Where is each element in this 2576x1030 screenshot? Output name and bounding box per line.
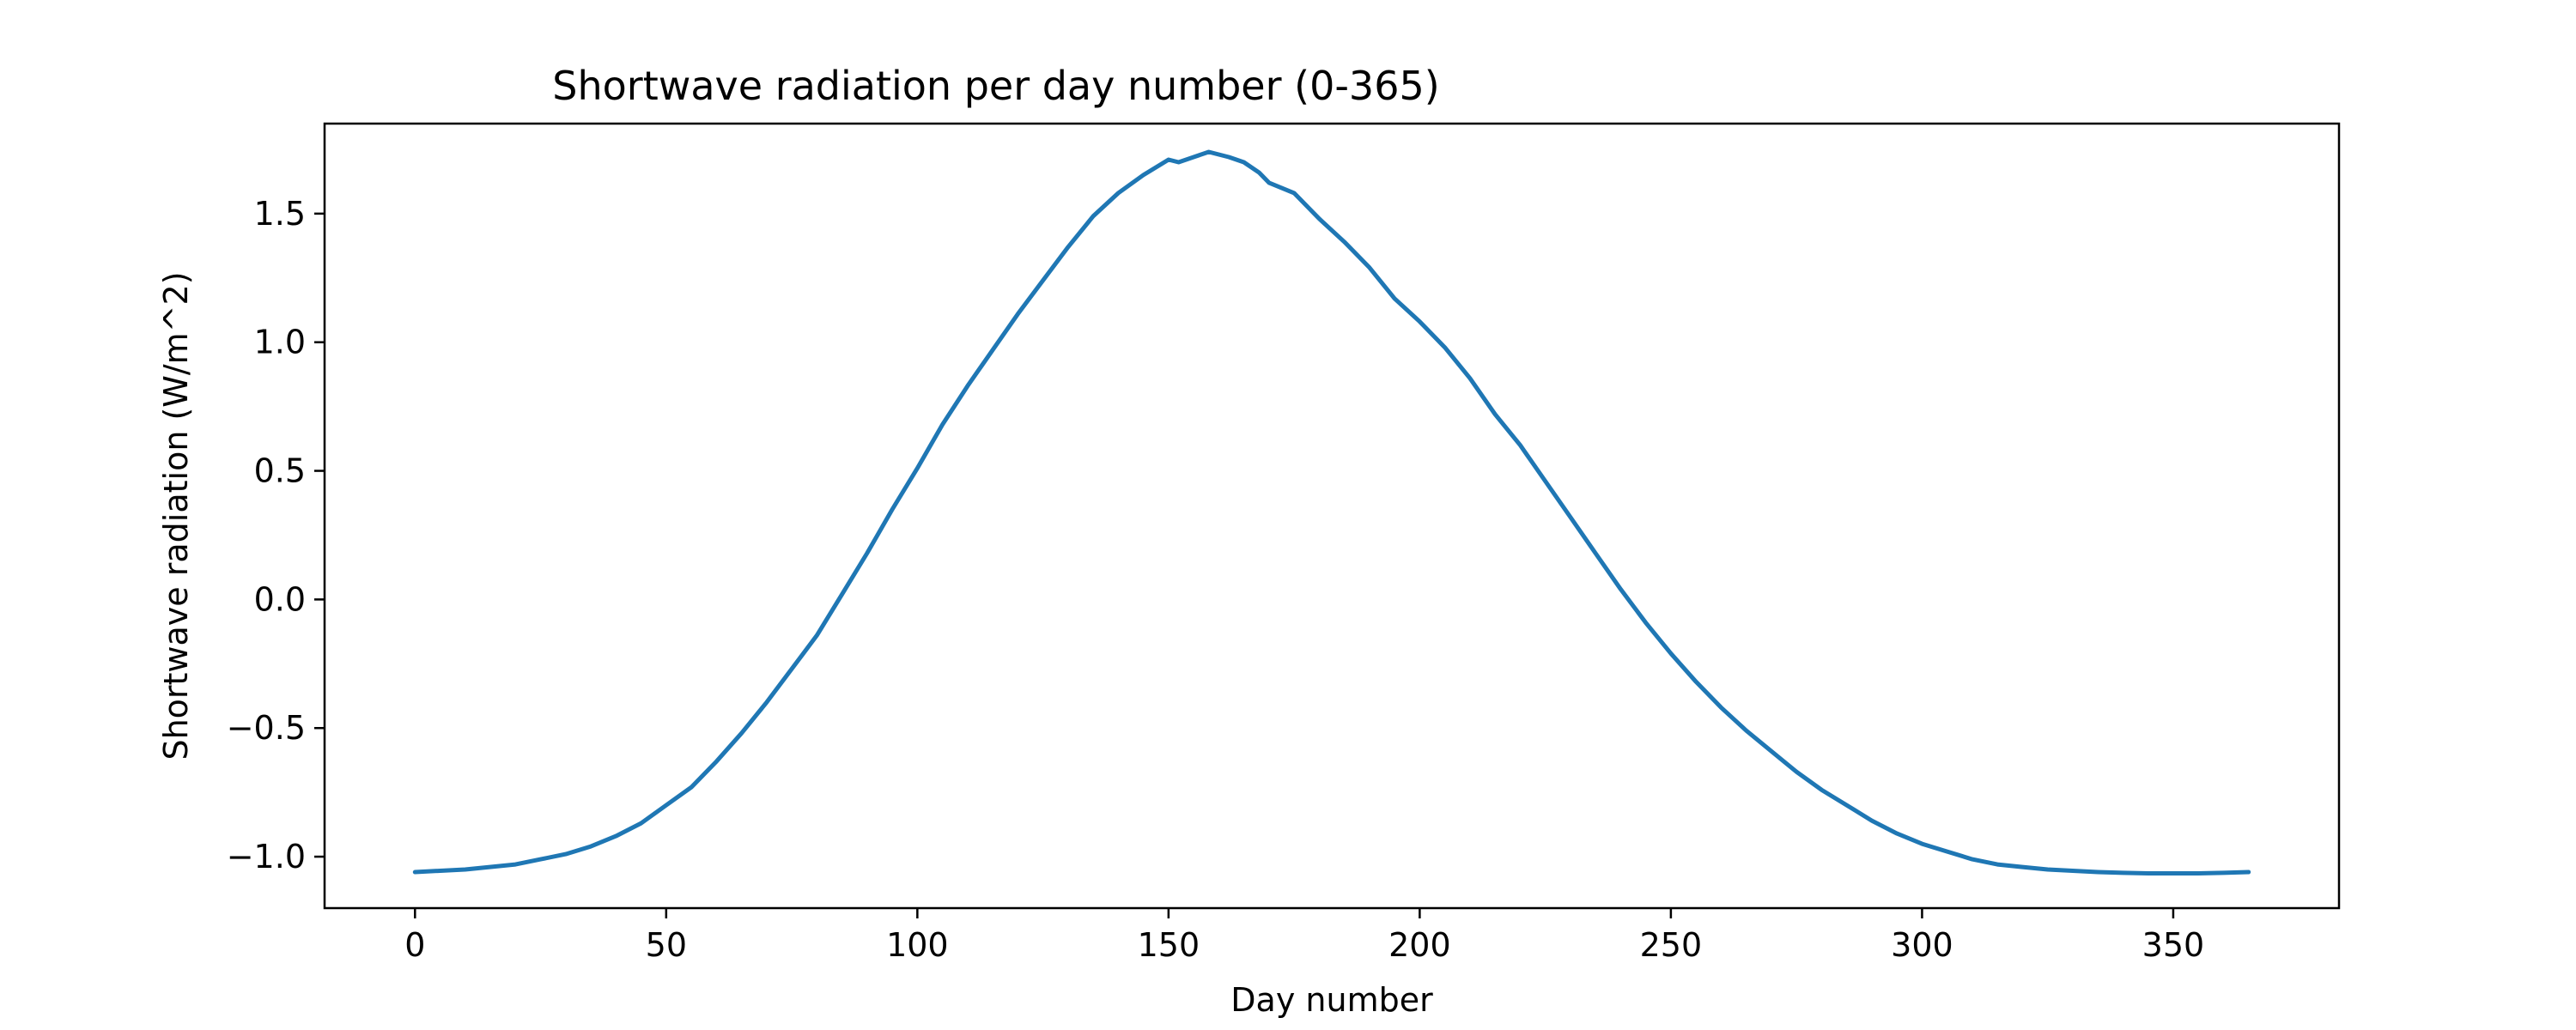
x-axis-label: Day number (1230, 981, 1433, 1019)
y-tick-label: 0.5 (254, 452, 306, 490)
plot-frame (323, 122, 2341, 910)
chart-title: Shortwave radiation per day number (0-36… (552, 63, 1439, 109)
x-tick-label: 0 (404, 926, 425, 964)
plot-area (323, 122, 2341, 910)
y-tick-label: −0.5 (227, 709, 306, 747)
series-line (412, 149, 2251, 876)
y-tick-label: 1.0 (254, 324, 306, 361)
series-layer (412, 149, 2251, 876)
x-tick-label: 300 (1891, 926, 1953, 964)
plot-background (325, 124, 2339, 908)
y-tick-label: −1.0 (227, 838, 306, 876)
x-axis: 0 50 100 150 200 250 300 350 (404, 908, 2204, 964)
x-tick-label: 250 (1640, 926, 1703, 964)
y-tick-label: 0.0 (254, 580, 306, 618)
y-axis: −1.0 −0.5 0.0 0.5 1.0 1.5 (227, 195, 325, 876)
y-tick-label: 1.5 (254, 195, 306, 233)
x-tick-label: 50 (646, 926, 687, 964)
y-axis-label: Shortwave radiation (W/m^2) (157, 271, 195, 760)
x-tick-label: 350 (2142, 926, 2205, 964)
x-tick-label: 100 (886, 926, 949, 964)
x-tick-label: 150 (1138, 926, 1200, 964)
x-tick-label: 200 (1388, 926, 1451, 964)
